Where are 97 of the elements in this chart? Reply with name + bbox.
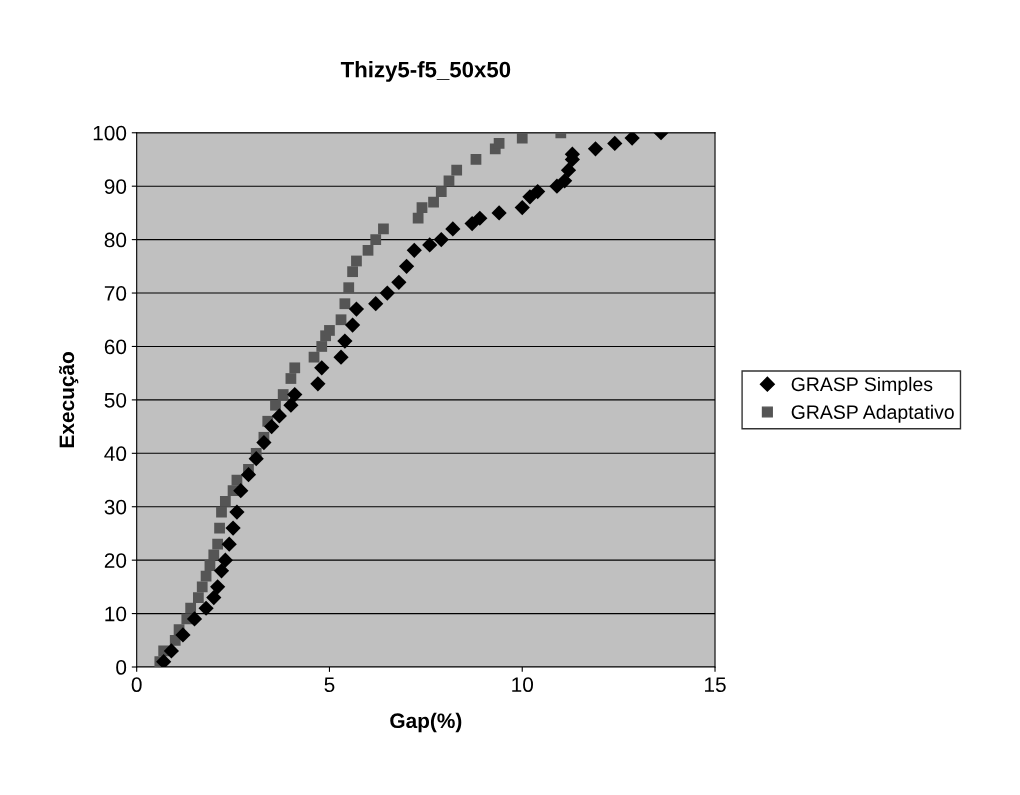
x-tick-label: 5 (324, 677, 335, 693)
point (587, 141, 604, 157)
point (514, 199, 530, 216)
point (451, 164, 463, 176)
chart-title: Thizy5-f5_50x50 (340, 61, 511, 82)
point (200, 570, 212, 582)
point (335, 314, 347, 326)
point (324, 325, 335, 336)
point (271, 408, 287, 424)
point (443, 175, 455, 187)
point (213, 563, 230, 579)
point (240, 467, 257, 483)
point (378, 223, 389, 235)
point (233, 483, 249, 499)
point (343, 282, 355, 294)
point (351, 255, 362, 267)
point (398, 258, 415, 274)
point (214, 522, 225, 534)
point (333, 349, 349, 365)
point (470, 154, 482, 165)
point (219, 496, 231, 507)
point (607, 135, 623, 152)
point (435, 186, 447, 197)
point (221, 536, 237, 552)
point (491, 205, 507, 221)
point (277, 389, 289, 400)
point (337, 333, 353, 349)
point (310, 376, 326, 392)
point (412, 212, 424, 224)
x-tick-label: 15 (705, 677, 726, 693)
point (416, 202, 428, 213)
x-axis-title: Gap(%) (390, 712, 462, 733)
point (348, 301, 365, 317)
point (185, 602, 197, 614)
point (208, 549, 220, 561)
point (156, 654, 172, 668)
point (270, 399, 281, 411)
point (560, 162, 577, 178)
point (344, 317, 361, 333)
point (316, 341, 328, 352)
y-axis-title: Execução (58, 352, 79, 448)
point (285, 373, 297, 384)
y-tick-label: 0 (116, 660, 127, 675)
point (557, 173, 573, 189)
point (314, 360, 330, 376)
point (217, 552, 233, 568)
point (516, 132, 528, 144)
y-tick-label: 90 (104, 179, 127, 194)
point (433, 232, 449, 248)
point (229, 504, 245, 520)
point (264, 418, 280, 435)
point (428, 196, 439, 208)
y-tick-label: 40 (104, 446, 127, 462)
y-tick-label: 100 (93, 125, 127, 141)
y-tick-label: 70 (104, 286, 127, 301)
y-tick-label: 10 (105, 606, 127, 622)
y-tick-label: 20 (104, 553, 127, 568)
point (422, 237, 438, 253)
point (225, 520, 241, 536)
point (210, 579, 226, 595)
x-tick-label: 0 (131, 677, 142, 693)
point (216, 506, 227, 518)
point (287, 386, 303, 403)
y-tick-label: 60 (104, 339, 127, 355)
point (368, 296, 384, 312)
point (391, 274, 407, 290)
y-tick-label: 50 (104, 392, 127, 408)
legend-label: GRASP Simples (791, 376, 933, 396)
point (289, 362, 301, 374)
x-tick-label: 10 (512, 677, 534, 693)
point (530, 183, 546, 200)
point (472, 210, 488, 226)
point (212, 538, 224, 550)
point (196, 581, 208, 593)
point (406, 242, 422, 258)
point (175, 627, 191, 643)
point (163, 643, 179, 659)
point (283, 397, 299, 413)
point (192, 592, 204, 603)
point (624, 132, 640, 146)
y-tick-label: 30 (104, 499, 127, 515)
point (186, 611, 203, 627)
point (256, 435, 272, 451)
legend-label: GRASP Adaptativo (791, 404, 954, 423)
point (248, 451, 264, 467)
point (198, 600, 214, 616)
y-tick-label: 80 (104, 232, 127, 248)
point (379, 285, 395, 301)
point (204, 560, 216, 571)
point (347, 266, 358, 278)
point (362, 244, 374, 256)
point (308, 351, 320, 363)
point (493, 138, 505, 149)
point (206, 589, 222, 606)
point (370, 234, 382, 245)
point (339, 298, 351, 310)
point (445, 221, 461, 237)
